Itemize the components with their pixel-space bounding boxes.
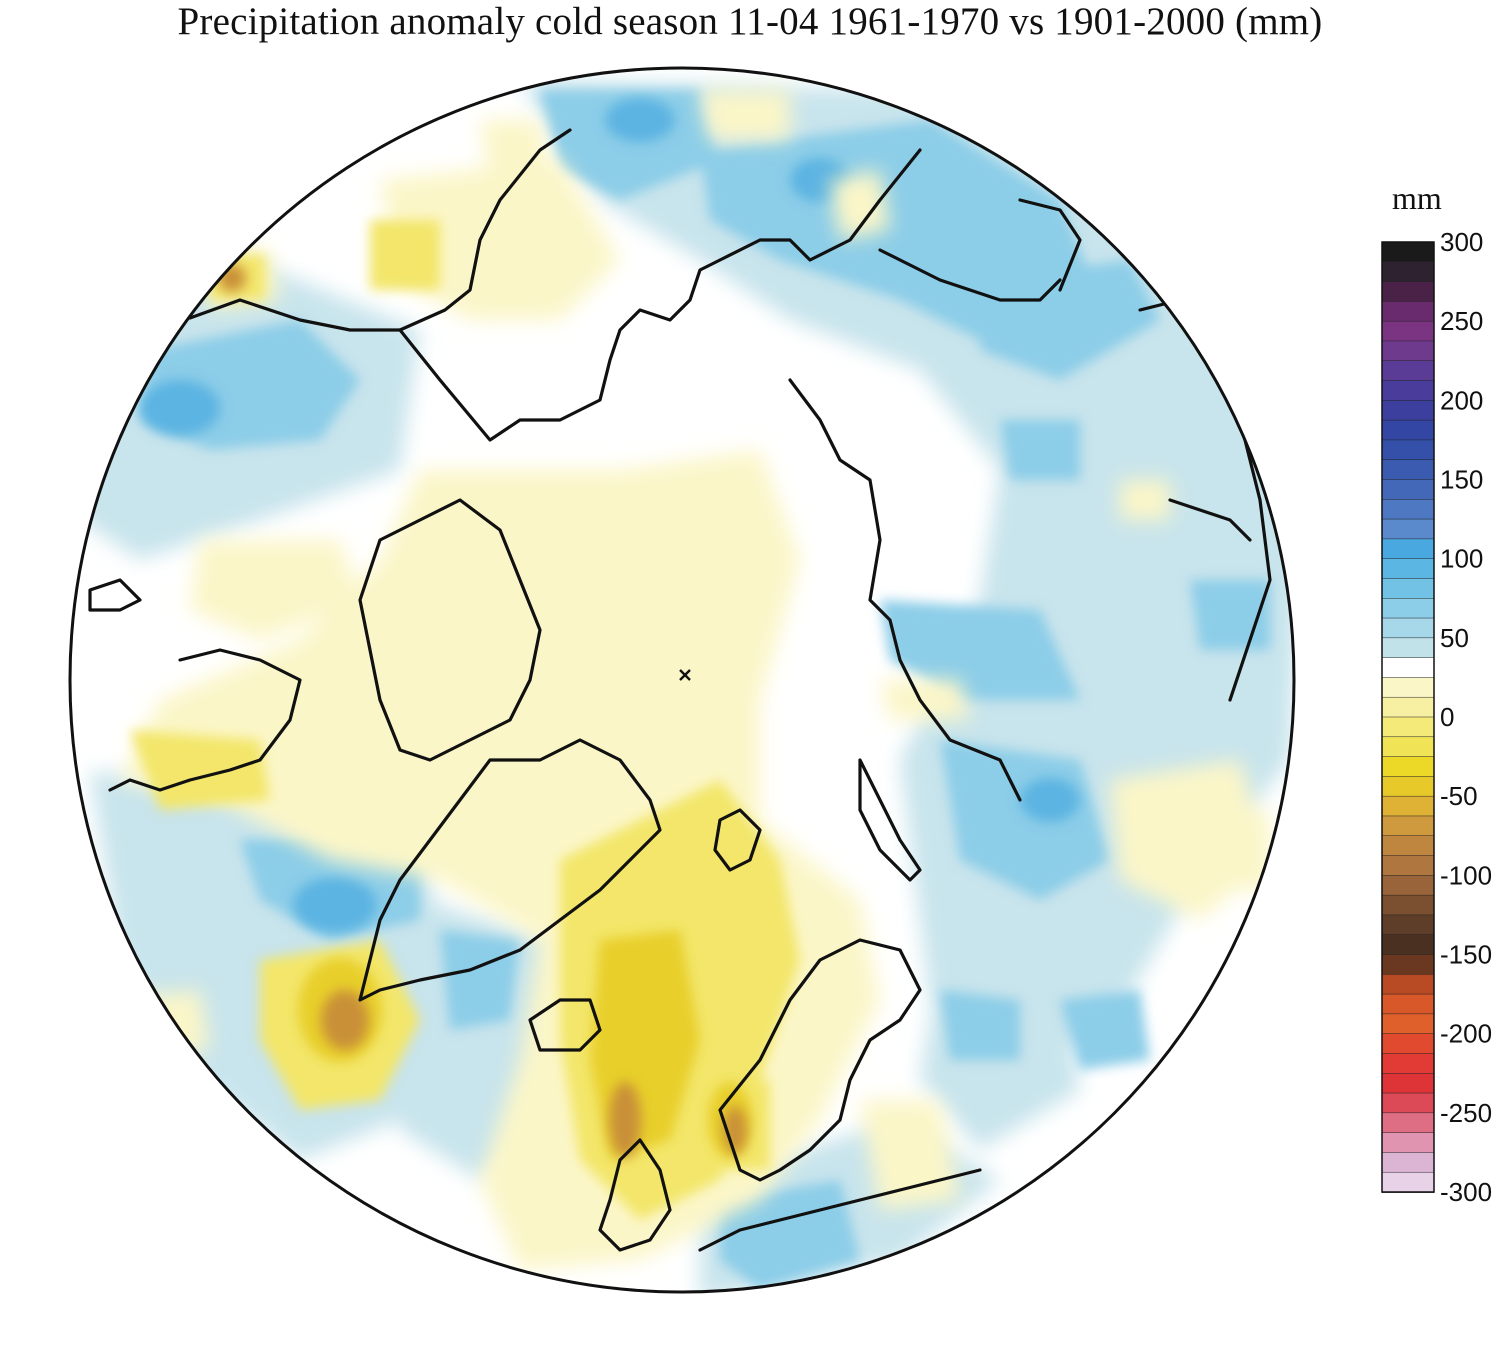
coastline-canada-islands xyxy=(358,498,542,762)
coastline-kamchatka xyxy=(1018,198,1082,292)
coastline-scandinavia xyxy=(718,938,922,1182)
coastline-newfoundland xyxy=(88,578,142,612)
colorbar-tick-label: -300 xyxy=(1440,1177,1492,1207)
colorbar-cell xyxy=(1381,1033,1435,1055)
colorbar-cell xyxy=(1381,261,1435,283)
colorbar-cell xyxy=(1381,637,1435,659)
colorbar-cell xyxy=(1381,914,1435,936)
colorbar-cell xyxy=(1381,1092,1435,1114)
colorbar-cell xyxy=(1381,617,1435,639)
strong-dry-areas xyxy=(218,264,747,1158)
colorbar-tick-label: 50 xyxy=(1440,623,1469,653)
colorbar-cell xyxy=(1381,1073,1435,1094)
coastline-north-america-pacific xyxy=(188,128,572,332)
colorbar-cell xyxy=(1381,360,1435,382)
colorbar-cell xyxy=(1381,736,1435,758)
colorbar-cell xyxy=(1381,855,1435,877)
coastline-novaya-zemlya xyxy=(858,758,922,882)
colorbar-cell xyxy=(1381,380,1435,402)
coastline-canada-hudson xyxy=(108,648,302,792)
coastline-alaska-north xyxy=(398,148,922,442)
north-pole-marker xyxy=(679,669,691,681)
colorbar-tick-label: 300 xyxy=(1440,227,1483,257)
colorbar-tick-label: 200 xyxy=(1440,385,1483,415)
colorbar-cell xyxy=(1381,558,1435,580)
colorbar-tick-label: -150 xyxy=(1440,940,1492,970)
colorbar-cell xyxy=(1381,1013,1435,1035)
colorbar-cell xyxy=(1381,677,1435,699)
colorbar-cell xyxy=(1381,1171,1435,1193)
coastline-greenland xyxy=(358,738,662,1002)
colorbar-cell xyxy=(1381,459,1435,481)
strong-wet-areas xyxy=(140,98,1080,933)
coastline-siberia-east xyxy=(878,248,1062,302)
coastline-europe xyxy=(698,1168,982,1252)
colorbar-cell xyxy=(1381,954,1435,976)
colorbar-cell xyxy=(1381,795,1435,817)
colorbar-cell xyxy=(1381,875,1435,896)
colorbar-cell xyxy=(1381,815,1435,837)
colorbar-cell xyxy=(1381,439,1435,461)
colorbar-cell xyxy=(1381,1152,1435,1174)
colorbar-cell xyxy=(1381,696,1435,718)
coastline-siberia xyxy=(788,378,1022,802)
colorbar-cell xyxy=(1381,400,1435,421)
colorbar-cell xyxy=(1381,281,1435,303)
colorbar-cell xyxy=(1381,993,1435,1015)
colorbar-tick-label: -200 xyxy=(1440,1019,1492,1049)
colorbar-cell xyxy=(1381,578,1435,600)
colorbar-frame xyxy=(1381,241,1435,1193)
colorbar-tick-label: -100 xyxy=(1440,860,1492,890)
colorbar-cell xyxy=(1381,934,1435,956)
colorbar-cells xyxy=(1381,241,1435,1193)
colorbar-tick-label: -50 xyxy=(1440,781,1478,811)
colorbar-cell xyxy=(1381,301,1435,323)
colorbar-cell xyxy=(1381,598,1435,619)
colorbar-cell xyxy=(1381,1053,1435,1075)
colorbar-cell xyxy=(1381,518,1435,540)
map-boundary xyxy=(68,66,1296,1294)
colorbar: 300 250 200 150 100 50 0 -50 -100 -150 -200 -250 -30… xyxy=(1381,227,1492,1207)
colorbar-cell xyxy=(1381,974,1435,995)
colorbar-cell xyxy=(1381,320,1435,342)
colorbar-cell xyxy=(1381,538,1435,560)
colorbar-cell xyxy=(1381,340,1435,362)
anomaly-field xyxy=(70,68,1294,1292)
colorbar-cell xyxy=(1381,716,1435,738)
colorbar-cell xyxy=(1381,241,1435,263)
colorbar-cell xyxy=(1381,419,1435,441)
colorbar-cell xyxy=(1381,894,1435,916)
colorbar-cell xyxy=(1381,657,1435,679)
colorbar-tick-label: 0 xyxy=(1440,702,1454,732)
colorbar-cell xyxy=(1381,479,1435,501)
coastline-caspian xyxy=(1168,498,1252,542)
colorbar-cell xyxy=(1381,776,1435,798)
colorbar-tick-label: -250 xyxy=(1440,1098,1492,1128)
colorbar-tick-label: 100 xyxy=(1440,544,1483,574)
coastline-iceland xyxy=(528,998,602,1052)
colorbar-cell xyxy=(1381,1132,1435,1154)
colorbar-cell xyxy=(1381,835,1435,857)
chart-title: Precipitation anomaly cold season 11-04 … xyxy=(177,0,1323,43)
colorbar-cell xyxy=(1381,1112,1435,1134)
coastline-svalbard xyxy=(713,808,762,872)
coastline-british-isles xyxy=(598,1138,672,1252)
legend-unit: mm xyxy=(1392,180,1442,216)
colorbar-tick-label: 250 xyxy=(1440,306,1483,336)
colorbar-cell xyxy=(1381,756,1435,778)
colorbar-ticks: 300 250 200 150 100 50 0 -50 -100 -150 -200 -250 -30… xyxy=(1440,227,1492,1207)
coastlines xyxy=(88,128,1272,1252)
colorbar-cell xyxy=(1381,499,1435,520)
colorbar-tick-label: 150 xyxy=(1440,465,1483,495)
